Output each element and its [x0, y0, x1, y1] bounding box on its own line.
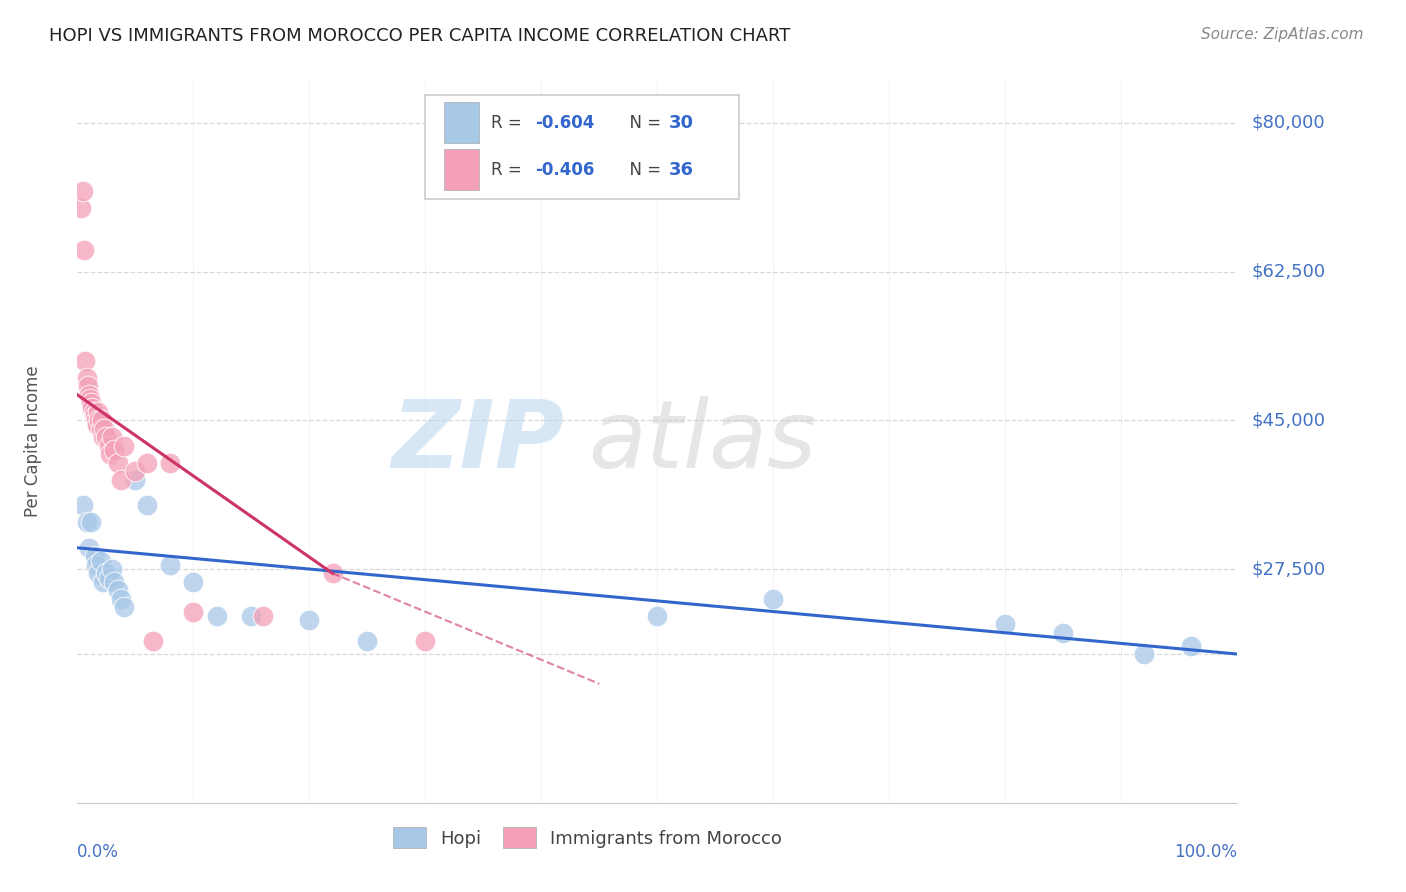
Text: Per Capita Income: Per Capita Income: [24, 366, 42, 517]
Point: [321, 566, 344, 581]
Point: [72, 498, 94, 512]
Point: [124, 464, 146, 478]
Point: [1180, 639, 1202, 653]
Point: [72, 184, 94, 198]
Point: [356, 634, 378, 648]
Text: $27,500: $27,500: [1251, 560, 1326, 578]
Text: -0.604: -0.604: [536, 113, 595, 132]
Text: atlas: atlas: [588, 396, 815, 487]
Text: -0.406: -0.406: [536, 161, 595, 178]
Text: HOPI VS IMMIGRANTS FROM MOROCCO PER CAPITA INCOME CORRELATION CHART: HOPI VS IMMIGRANTS FROM MOROCCO PER CAPI…: [49, 27, 790, 45]
Point: [135, 498, 157, 512]
Point: [1052, 625, 1074, 640]
Point: [91, 430, 114, 444]
FancyBboxPatch shape: [444, 103, 478, 144]
Point: [110, 591, 132, 606]
Point: [103, 574, 125, 589]
Point: [103, 443, 125, 458]
Text: $45,000: $45,000: [1251, 411, 1326, 429]
Text: Source: ZipAtlas.com: Source: ZipAtlas.com: [1201, 27, 1364, 42]
Legend: Hopi, Immigrants from Morocco: Hopi, Immigrants from Morocco: [387, 820, 789, 855]
Point: [80, 396, 103, 410]
Point: [413, 634, 436, 648]
Point: [83, 549, 105, 564]
Point: [91, 574, 114, 589]
Point: [112, 600, 135, 615]
Point: [159, 456, 181, 470]
Text: $80,000: $80,000: [1251, 114, 1324, 132]
Point: [994, 617, 1017, 632]
Point: [75, 353, 97, 368]
Point: [83, 409, 105, 423]
Point: [69, 201, 91, 215]
FancyBboxPatch shape: [444, 149, 478, 190]
Point: [76, 516, 98, 530]
Point: [77, 541, 100, 555]
Point: [84, 558, 107, 572]
Point: [183, 574, 205, 589]
Point: [76, 371, 98, 385]
Point: [82, 401, 104, 415]
Point: [762, 591, 785, 606]
Point: [252, 608, 274, 623]
Point: [97, 439, 120, 453]
Text: 0.0%: 0.0%: [77, 843, 120, 861]
Text: ZIP: ZIP: [392, 395, 565, 488]
Point: [1133, 647, 1156, 661]
Point: [89, 413, 111, 427]
Point: [110, 473, 132, 487]
Point: [86, 417, 108, 432]
Text: 100.0%: 100.0%: [1174, 843, 1237, 861]
Point: [80, 516, 103, 530]
Text: R =: R =: [492, 161, 527, 178]
Point: [96, 430, 118, 444]
Point: [77, 388, 100, 402]
Point: [87, 566, 110, 581]
Text: 36: 36: [669, 161, 695, 178]
Point: [240, 608, 263, 623]
Point: [298, 613, 321, 627]
Point: [183, 605, 205, 619]
Point: [79, 392, 101, 406]
Point: [107, 456, 129, 470]
Point: [647, 608, 669, 623]
Text: $62,500: $62,500: [1251, 262, 1326, 281]
Point: [112, 439, 135, 453]
Point: [101, 562, 124, 576]
Text: R =: R =: [492, 113, 527, 132]
Text: N =: N =: [619, 113, 666, 132]
Point: [76, 379, 98, 393]
Text: 30: 30: [669, 113, 695, 132]
Point: [159, 558, 181, 572]
Point: [84, 413, 107, 427]
Point: [73, 244, 96, 258]
Point: [96, 566, 118, 581]
Point: [83, 405, 105, 419]
Point: [205, 608, 228, 623]
Point: [90, 422, 111, 436]
Point: [124, 473, 146, 487]
Point: [98, 447, 121, 461]
Point: [87, 405, 110, 419]
Point: [93, 422, 115, 436]
Point: [90, 553, 111, 567]
Point: [97, 570, 120, 584]
Point: [142, 634, 165, 648]
Point: [101, 430, 124, 444]
Text: N =: N =: [619, 161, 666, 178]
FancyBboxPatch shape: [425, 95, 738, 200]
Point: [107, 583, 129, 598]
Point: [90, 413, 112, 427]
Point: [135, 456, 157, 470]
